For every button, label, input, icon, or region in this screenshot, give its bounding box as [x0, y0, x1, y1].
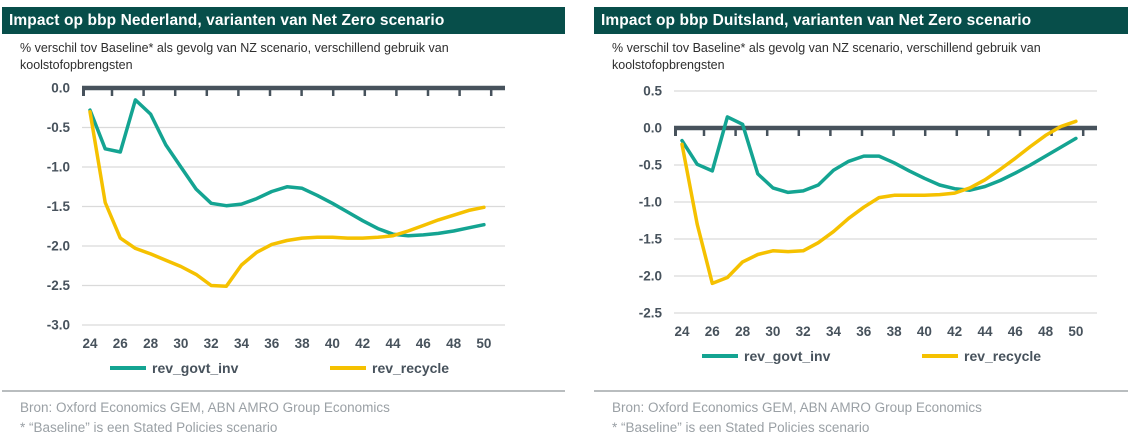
x-axis-tick-label: 40 — [325, 336, 340, 351]
y-axis-tick-label: -2.5 — [47, 278, 71, 293]
y-axis-tick-label: -2.5 — [639, 306, 663, 321]
chart-panel-duitsland: Impact op bbp Duitsland, varianten van N… — [594, 0, 1128, 437]
y-axis-tick-label: -1.0 — [47, 160, 70, 175]
y-axis-tick-label: -2.0 — [639, 269, 662, 284]
x-axis-tick-label: 50 — [476, 336, 491, 351]
y-axis-tick-label: -3.0 — [47, 318, 70, 333]
series-line-rev_govt_inv — [680, 115, 1078, 195]
x-axis-tick-label: 36 — [264, 336, 280, 351]
line-chart-nederland: 0.0 -0.5 -1.0 -1.5 -2.0 -2.5 -3.0 24 26 28 30 32 34 3… — [47, 81, 505, 376]
chart-subtitle: % verschil tov Baseline* als gevolg van … — [612, 41, 1041, 72]
x-axis-tick-label: 46 — [416, 336, 432, 351]
x-axis-tick-label: 44 — [977, 324, 993, 339]
x-axis-tick-label: 24 — [82, 336, 98, 351]
x-axis-tick-label: 42 — [947, 324, 962, 339]
x-axis-tick-label: 44 — [385, 336, 401, 351]
chart-title: Impact op bbp Nederland, varianten van N… — [9, 12, 445, 29]
x-axis-tick-label: 38 — [295, 336, 311, 351]
x-axis-tick-label: 48 — [1038, 324, 1054, 339]
y-axis-tick-label: -2.0 — [47, 239, 70, 254]
y-axis-tick-label: -0.5 — [47, 120, 71, 135]
x-axis-tick-label: 28 — [143, 336, 159, 351]
footer-divider — [594, 390, 1128, 392]
x-axis-tick-label: 26 — [705, 324, 721, 339]
series-line-rev_recycle — [88, 109, 486, 289]
x-axis-tick-label: 34 — [826, 324, 842, 339]
y-axis-tick-label: 0.0 — [643, 121, 662, 136]
y-axis-tick-label: -1.5 — [47, 199, 71, 214]
source-note: Bron: Oxford Economics GEM, ABN AMRO Gro… — [612, 400, 982, 415]
x-axis-tick-label: 26 — [113, 336, 129, 351]
x-axis-tick-label: 36 — [856, 324, 872, 339]
y-axis-tick-label: 0.0 — [51, 81, 70, 96]
x-axis-tick-label: 28 — [735, 324, 751, 339]
legend-label-rev_govt_inv: rev_govt_inv — [744, 348, 831, 364]
y-axis-tick-label: -0.5 — [639, 158, 663, 173]
legend-label-rev_recycle: rev_recycle — [964, 348, 1041, 364]
x-axis-tick-label: 34 — [234, 336, 250, 351]
chart-title-bar: Impact op bbp Duitsland, varianten van N… — [594, 7, 1128, 34]
legend-label-rev_recycle: rev_recycle — [372, 360, 449, 376]
y-axis-tick-label: 0.5 — [643, 84, 662, 99]
x-axis-tick-label: 42 — [355, 336, 370, 351]
chart-title-bar: Impact op bbp Nederland, varianten van N… — [2, 7, 565, 34]
x-axis-tick-label: 48 — [446, 336, 462, 351]
legend-label-rev_govt_inv: rev_govt_inv — [152, 360, 239, 376]
y-axis-tick-label: -1.5 — [639, 232, 663, 247]
chart-panel-nederland: Impact op bbp Nederland, varianten van N… — [2, 0, 565, 437]
x-axis-tick-label: 40 — [917, 324, 932, 339]
x-axis-tick-label: 32 — [204, 336, 219, 351]
x-axis-tick-label: 50 — [1068, 324, 1083, 339]
x-axis-tick-label: 30 — [173, 336, 188, 351]
y-axis-tick-label: -1.0 — [639, 195, 662, 210]
x-axis-tick-label: 32 — [796, 324, 811, 339]
line-chart-duitsland: 0.5 0.0 -0.5 -1.0 -1.5 -2.0 -2.5 24 26 28 30 32 34 36… — [639, 84, 1097, 364]
x-axis-tick-label: 30 — [765, 324, 780, 339]
chart-title: Impact op bbp Duitsland, varianten van N… — [601, 12, 1032, 29]
chart-footer: Bron: Oxford Economics GEM, ABN AMRO Gro… — [594, 390, 1128, 437]
x-axis-tick-label: 38 — [887, 324, 903, 339]
chart-subtitle: % verschil tov Baseline* als gevolg van … — [20, 41, 449, 72]
chart-footer: Bron: Oxford Economics GEM, ABN AMRO Gro… — [2, 390, 565, 437]
x-axis-tick-label: 46 — [1008, 324, 1024, 339]
series-line-rev_recycle — [680, 119, 1078, 286]
baseline-note: * “Baseline” is een Stated Policies scen… — [20, 419, 278, 435]
footer-divider — [2, 390, 565, 392]
series-line-rev_govt_inv — [88, 98, 486, 238]
baseline-note: * “Baseline” is een Stated Policies scen… — [612, 419, 870, 435]
source-note: Bron: Oxford Economics GEM, ABN AMRO Gro… — [20, 400, 390, 415]
x-axis-tick-label: 24 — [674, 324, 690, 339]
